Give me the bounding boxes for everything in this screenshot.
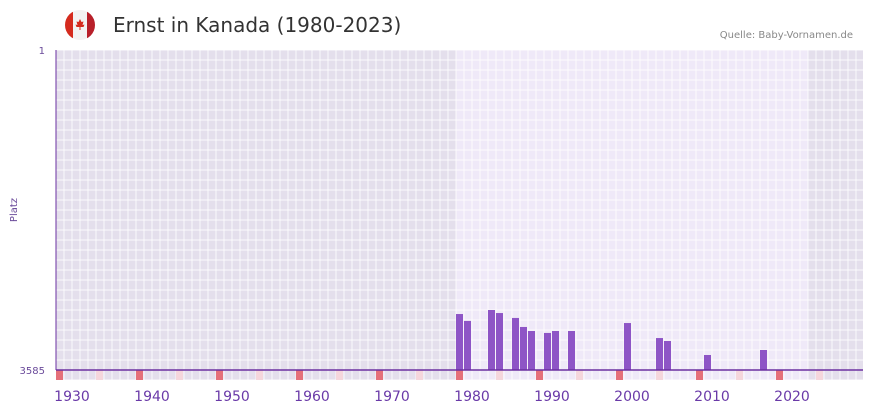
page-title: Ernst in Kanada (1980-2023): [113, 13, 402, 37]
bar-2011: [704, 355, 711, 370]
x-tick-label: 1940: [134, 389, 170, 405]
source-label: Quelle: Baby-Vornamen.de: [719, 30, 853, 41]
x-tick-label: 1990: [534, 389, 570, 405]
bar-1984: [488, 310, 495, 370]
decade-marker: [96, 370, 103, 380]
bar-1989: [528, 330, 535, 370]
decade-marker: [696, 370, 703, 380]
decade-marker: [336, 370, 343, 380]
y-tick-label: 3585: [20, 366, 45, 377]
bar-1994: [568, 330, 575, 370]
x-tick-label: 1960: [294, 389, 330, 405]
decade-marker: [496, 370, 503, 380]
bar-2006: [664, 340, 671, 370]
x-tick-label: 2000: [614, 389, 650, 405]
bar-1992: [552, 330, 559, 370]
bar-1980: [456, 314, 463, 370]
canada-flag-icon: [65, 10, 95, 40]
decade-marker: [736, 370, 743, 380]
decade-marker: [56, 370, 63, 380]
x-tick-label: 1950: [214, 389, 250, 405]
decade-marker: [536, 370, 543, 380]
decade-marker: [416, 370, 423, 380]
decade-marker: [816, 370, 823, 380]
decade-marker: [176, 370, 183, 380]
bar-2001: [624, 323, 631, 370]
y-tick-label: 1: [39, 46, 45, 57]
bar-2005: [656, 338, 663, 370]
decade-marker: [376, 370, 383, 380]
decade-marker: [216, 370, 223, 380]
bar-1985: [496, 313, 503, 370]
bar-1987: [512, 317, 519, 370]
decade-marker: [456, 370, 463, 380]
decade-marker: [256, 370, 263, 380]
x-tick-label: 1930: [54, 389, 90, 405]
bar-1991: [544, 332, 551, 370]
bar-1988: [520, 326, 527, 370]
decade-marker: [616, 370, 623, 380]
bar-2018: [760, 350, 767, 370]
x-tick-label: 1980: [454, 389, 490, 405]
decade-marker: [136, 370, 143, 380]
decade-marker: [776, 370, 783, 380]
x-tick-label: 2010: [694, 389, 730, 405]
decade-marker: [576, 370, 583, 380]
x-tick-label: 2020: [774, 389, 810, 405]
decade-marker: [656, 370, 663, 380]
decade-marker: [296, 370, 303, 380]
x-tick-label: 1970: [374, 389, 410, 405]
y-axis-label: Platz: [9, 198, 20, 222]
bar-1981: [464, 320, 471, 370]
